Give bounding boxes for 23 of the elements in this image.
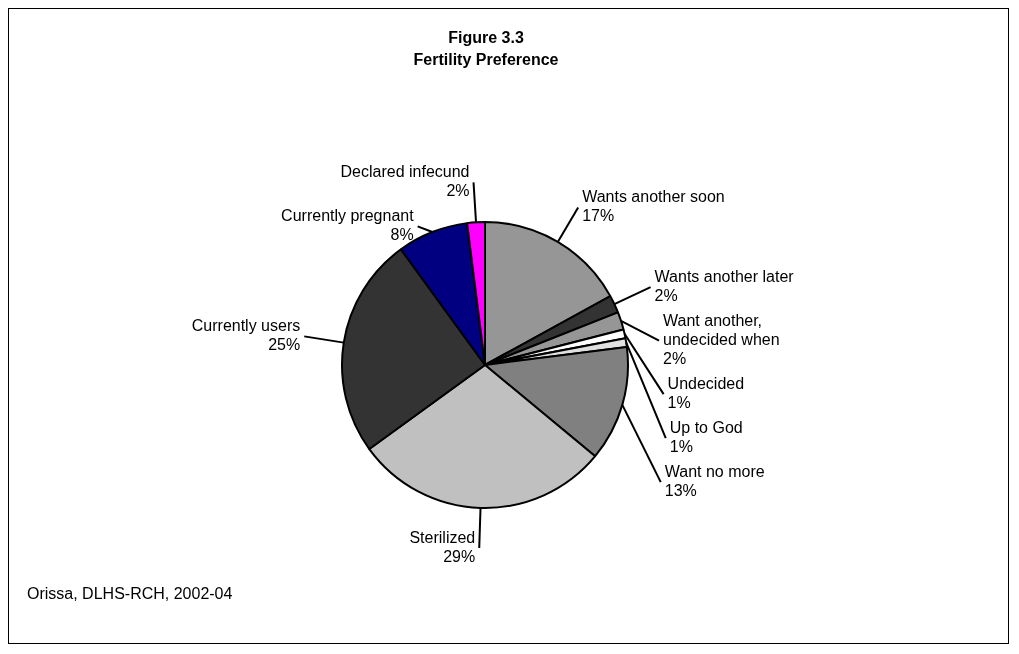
data-label: 8% [390,226,414,244]
slice-label: Wants another later [654,267,795,285]
slice-label: Undecided [667,374,745,392]
slice-label: Declared infecund [340,163,470,181]
data-label: 2% [663,349,687,367]
chart-subtitle: Fertility Preference [413,51,559,69]
data-label: 13% [664,481,697,499]
slice-label: Currently users [191,317,301,335]
data-label: 2% [446,182,470,200]
slice-label: Up to God [669,418,743,436]
slice-label: Currently pregnant [281,207,415,225]
data-label: 1% [669,437,693,455]
slice-label: Sterilized [409,528,476,546]
data-label: 2% [654,286,678,304]
data-label: 25% [268,336,301,354]
slice-label: Want no more [664,462,765,480]
slice-label: Wants another soon [582,188,725,206]
text: Orissa, DLHS-RCH, 2002-04 [27,585,233,603]
data-label: 17% [582,207,615,225]
data-label: 29% [443,547,476,565]
data-label: 1% [667,393,691,411]
chart-title: Figure 3.3 [448,29,524,47]
slice-label: Want another, undecided when [663,311,780,348]
